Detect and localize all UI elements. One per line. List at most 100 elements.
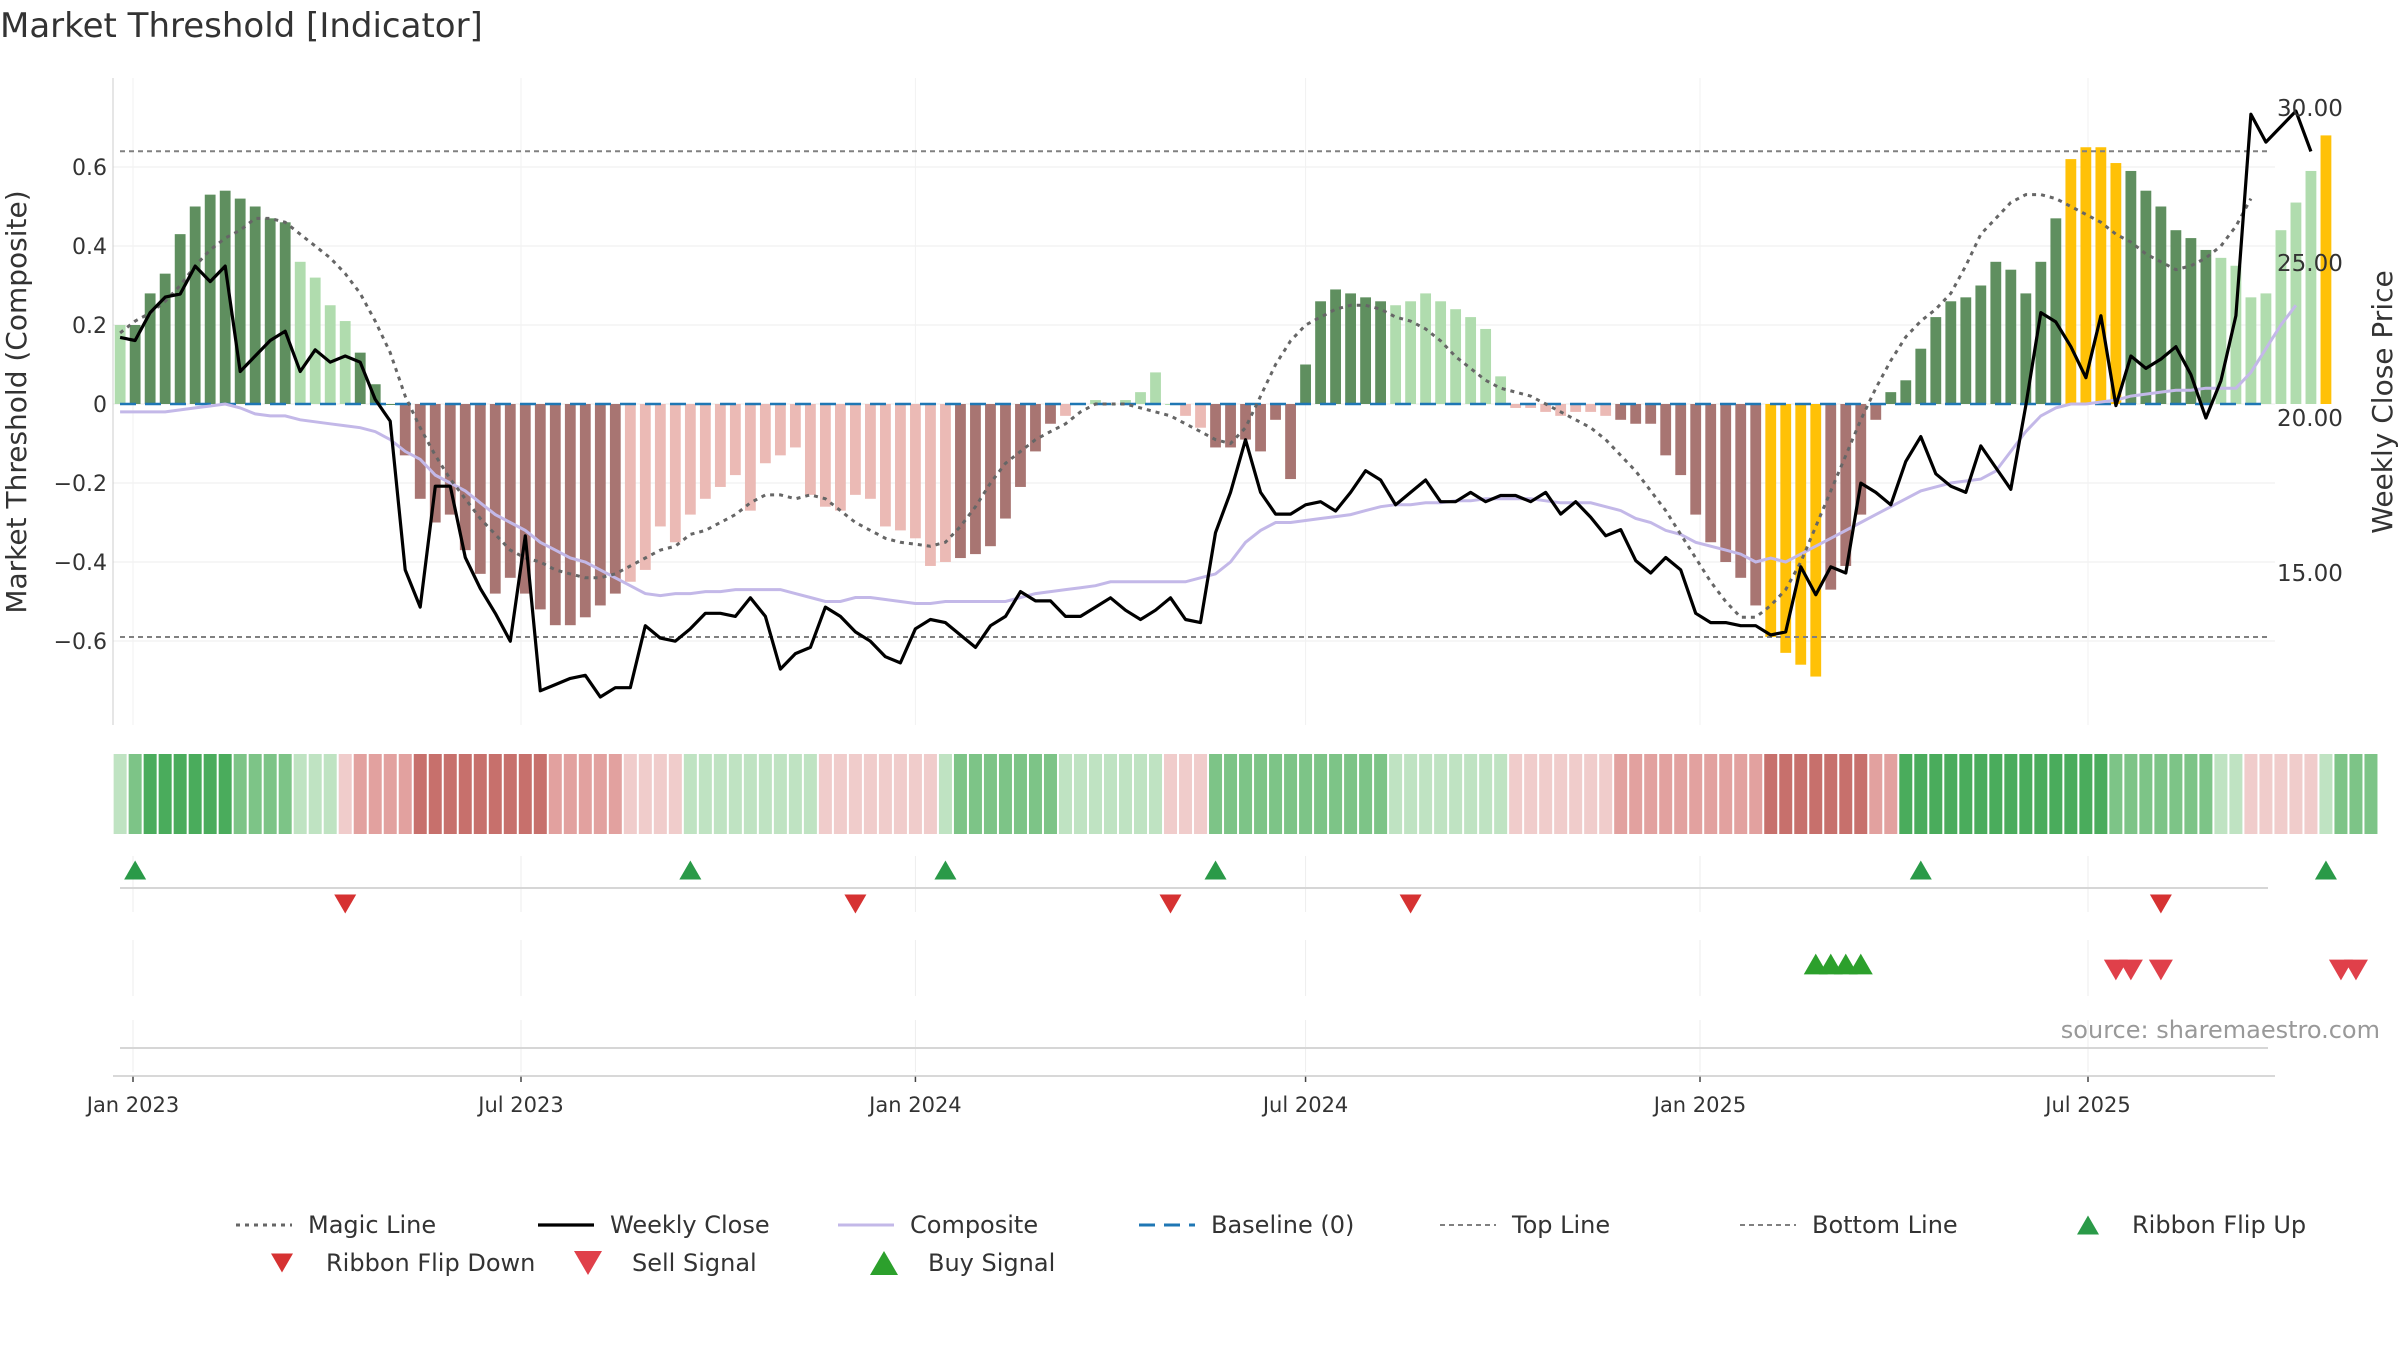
- composite-bar: [865, 404, 876, 499]
- legend-item: Baseline (0): [1139, 1211, 1354, 1239]
- ribbon-cell: [1974, 754, 1988, 834]
- composite-bar: [2200, 249, 2212, 404]
- ribbon-cell: [2349, 754, 2363, 834]
- composite-bar: [504, 404, 516, 578]
- legend-item: Composite: [838, 1211, 1038, 1239]
- ribbon-cell: [2289, 754, 2303, 834]
- ribbon-cell: [938, 754, 952, 834]
- y-tick-label: 0.6: [72, 156, 107, 181]
- composite-bar: [1855, 404, 1867, 515]
- composite-bar: [759, 404, 771, 464]
- y2-axis-title: Weekly Close Price: [2366, 270, 2399, 533]
- ribbon-flip-up-marker: [124, 860, 147, 880]
- x-tick-label: Jan 2024: [867, 1093, 962, 1117]
- ribbon-cell: [758, 754, 772, 834]
- ribbon-cell: [683, 754, 697, 834]
- ribbon-cell: [1689, 754, 1703, 834]
- y-tick-label: 0: [93, 393, 107, 418]
- ribbon-cell: [2154, 754, 2168, 834]
- composite-bar: [1540, 404, 1552, 412]
- ribbon-cell: [1179, 754, 1193, 834]
- ribbon-cell: [608, 754, 622, 834]
- legend-label: Bottom Line: [1812, 1211, 1958, 1239]
- composite-bar: [1015, 404, 1026, 487]
- ribbon-cell: [968, 754, 982, 834]
- ribbon-cell: [158, 754, 172, 834]
- x-tick-label: Jan 2025: [1652, 1093, 1747, 1117]
- ribbon-cell: [1734, 754, 1748, 834]
- ribbon-cell: [2139, 754, 2153, 834]
- ribbon-cell: [2334, 754, 2348, 834]
- ribbon-cell: [368, 754, 382, 834]
- ribbon-cell: [1239, 754, 1253, 834]
- ribbon-cell: [1088, 754, 1102, 834]
- composite-bar: [1255, 404, 1266, 452]
- composite-bar: [1555, 404, 1567, 416]
- ribbon-cell: [203, 754, 217, 834]
- legend-item: Weekly Close: [538, 1211, 770, 1239]
- ribbon-cell: [653, 754, 667, 834]
- ribbon-cell: [1914, 754, 1928, 834]
- composite-bar: [2320, 135, 2332, 404]
- chart-title: Market Threshold [Indicator]: [0, 6, 483, 46]
- legend-item: Bottom Line: [1740, 1211, 1958, 1239]
- ribbon-cell: [863, 754, 877, 834]
- composite-bar: [2230, 265, 2242, 404]
- composite-bar: [985, 404, 996, 547]
- ribbon-cell: [323, 754, 337, 834]
- composite-bar: [2065, 159, 2077, 404]
- ribbon-cell: [2304, 754, 2318, 834]
- source-label: source: sharemaestro.com: [2061, 1016, 2380, 1044]
- ribbon-cell: [1599, 754, 1613, 834]
- composite-bar: [1390, 305, 1402, 404]
- y-tick-label: −0.2: [54, 472, 107, 497]
- ribbon-cell: [1584, 754, 1598, 834]
- ribbon-cell: [1569, 754, 1583, 834]
- ribbon-cell: [2004, 754, 2018, 834]
- composite-bar: [414, 404, 426, 499]
- ribbon-cell: [278, 754, 292, 834]
- composite-bar: [159, 273, 171, 404]
- composite-bar: [1810, 404, 1822, 677]
- composite-bar: [384, 404, 396, 405]
- ribbon-cell: [1043, 754, 1057, 834]
- ribbon-cell: [533, 754, 547, 834]
- composite-bar: [429, 404, 441, 523]
- ribbon-cell: [1869, 754, 1883, 834]
- ribbon-cell: [1419, 754, 1433, 834]
- legend-label: Ribbon Flip Up: [2132, 1211, 2306, 1239]
- ribbon-cell: [593, 754, 607, 834]
- ribbon-cell: [1359, 754, 1373, 834]
- composite-bar: [1240, 404, 1251, 440]
- composite-bar: [594, 404, 606, 606]
- ribbon-flip-down-marker: [844, 894, 867, 914]
- ribbon-cell: [1194, 754, 1208, 834]
- composite-bar: [1225, 404, 1236, 448]
- composite-bar: [1315, 301, 1326, 404]
- ribbon-cell: [1013, 754, 1027, 834]
- grid: [113, 78, 2275, 1072]
- ribbon-cell: [983, 754, 997, 834]
- ribbon-cell: [1149, 754, 1163, 834]
- magic-line: [119, 193, 2253, 619]
- ribbon-cell: [908, 754, 922, 834]
- composite-bar: [459, 404, 471, 551]
- ribbon-cell: [113, 754, 127, 834]
- composite-bar: [895, 404, 906, 531]
- ribbon-cell: [1509, 754, 1523, 834]
- buy-signal-marker: [1803, 953, 1828, 975]
- composite-bar: [1570, 404, 1582, 412]
- chart-lines: [119, 109, 2313, 699]
- composite-bar: [925, 404, 936, 566]
- composite-bar: [1375, 301, 1387, 404]
- ribbon-cell: [1329, 754, 1343, 834]
- ribbon-cell: [1539, 754, 1553, 834]
- ribbon-cell: [1854, 754, 1868, 834]
- ribbon-cell: [2094, 754, 2108, 834]
- composite-bar: [1735, 404, 1747, 578]
- ribbon-strip: [113, 754, 2378, 834]
- ribbon-cell: [953, 754, 967, 834]
- legend: Magic Line Weekly Close Composite Baseline …: [236, 1211, 2306, 1277]
- composite-bar: [489, 404, 501, 594]
- composite-bar: [1615, 404, 1627, 420]
